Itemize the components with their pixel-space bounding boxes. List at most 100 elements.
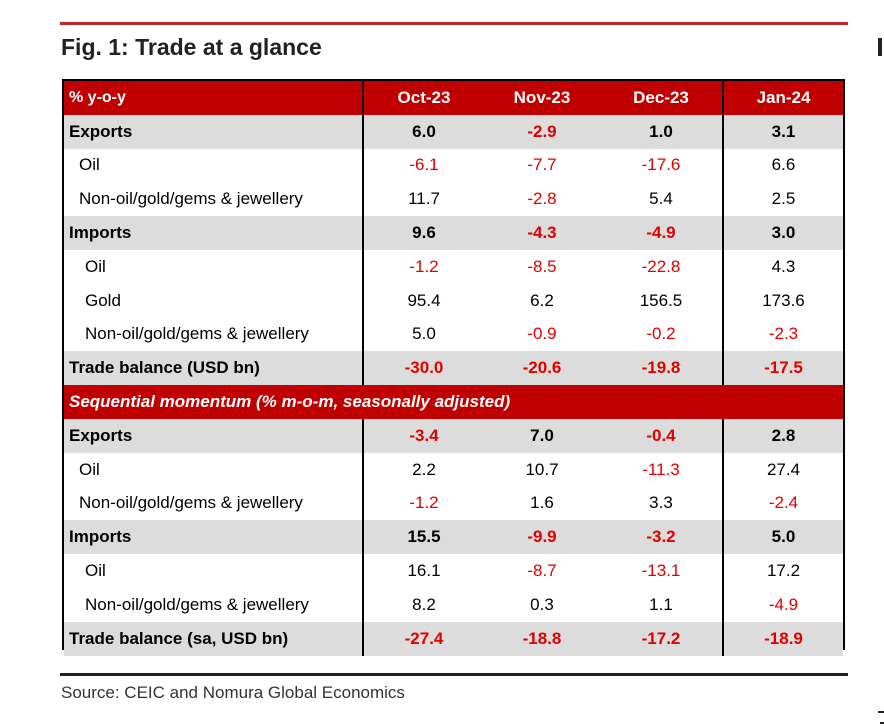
row-label: Gold xyxy=(85,290,121,310)
row-label: Exports xyxy=(64,114,363,149)
table-cell: -11.3 xyxy=(642,459,680,479)
section-header-row: Sequential momentum (% m-o-m, seasonally… xyxy=(64,385,843,419)
table-cell: 3.1 xyxy=(722,114,843,149)
table-row: Exports 6.0 -2.9 1.0 3.1 xyxy=(64,114,843,149)
table-row: Non-oil/gold/gems & jewellery 11.7 -2.8 … xyxy=(64,182,843,217)
table-row: Oil 16.1 -8.7 -13.1 17.2 xyxy=(64,554,843,588)
table-cell: -30.0 xyxy=(362,351,484,386)
row-label: Non-oil/gold/gems & jewellery xyxy=(79,493,303,513)
table-cell: -19.8 xyxy=(600,351,723,386)
table-cell: -4.3 xyxy=(484,216,600,250)
table-cell: -6.1 xyxy=(362,148,484,183)
table-cell: 2.2 xyxy=(362,452,484,487)
table-cell: 2.8 xyxy=(722,418,843,453)
table-cell: 5.4 xyxy=(649,189,673,209)
table-cell: -2.4 xyxy=(722,486,843,521)
table-cell: -7.7 xyxy=(527,155,557,175)
table-cell: -2.3 xyxy=(722,317,843,352)
table-cell: 0.3 xyxy=(530,594,554,614)
table-cell: 10.7 xyxy=(525,459,559,479)
row-label: Non-oil/gold/gems & jewellery xyxy=(85,324,309,344)
table-cell: 156.5 xyxy=(639,290,683,310)
top-rule xyxy=(60,22,848,25)
header-month: Dec-23 xyxy=(600,81,723,115)
table-cell: -9.9 xyxy=(484,520,600,555)
table-row: Oil -1.2 -8.5 -22.8 4.3 xyxy=(64,249,843,284)
table-cell: -18.8 xyxy=(484,621,600,656)
table-cell: -1.2 xyxy=(362,486,484,521)
table-cell: 3.0 xyxy=(722,216,843,250)
table-cell: 27.4 xyxy=(722,452,843,487)
table-cell: 5.0 xyxy=(722,520,843,555)
section-label: Sequential momentum (% m-o-m, seasonally… xyxy=(64,385,843,419)
table-cell: -17.6 xyxy=(641,155,681,175)
table-row: Imports 9.6 -4.3 -4.9 3.0 xyxy=(64,216,843,250)
table-cell: 1.1 xyxy=(649,594,673,614)
table-cell: -13.1 xyxy=(641,561,681,581)
table-cell: -4.9 xyxy=(600,216,723,250)
row-label: Oil xyxy=(79,155,100,175)
table-cell: 6.0 xyxy=(362,114,484,149)
table-cell: -0.2 xyxy=(646,324,676,344)
header-month: Jan-24 xyxy=(722,81,843,115)
table-cell: 16.1 xyxy=(362,554,484,588)
table-cell: 15.5 xyxy=(362,520,484,555)
row-label: Exports xyxy=(64,418,363,453)
header-label: % y-o-y xyxy=(64,81,363,115)
table-cell: -0.9 xyxy=(527,324,557,344)
table-cell: -17.5 xyxy=(722,351,843,386)
figure-title: Fig. 1: Trade at a glance xyxy=(61,34,322,60)
table-cell: 11.7 xyxy=(362,182,484,217)
table-row: Non-oil/gold/gems & jewellery -1.2 1.6 3… xyxy=(64,486,843,521)
table-cell: 3.3 xyxy=(649,493,673,513)
table-cell: 5.0 xyxy=(362,317,484,352)
table-cell: -27.4 xyxy=(362,621,484,656)
table-cell: -8.5 xyxy=(527,256,557,276)
table-row: Trade balance (USD bn) -30.0 -20.6 -19.8… xyxy=(64,351,843,386)
row-label: Oil xyxy=(85,561,106,581)
row-label: Trade balance (sa, USD bn) xyxy=(64,621,363,656)
table-row: Exports -3.4 7.0 -0.4 2.8 xyxy=(64,418,843,453)
table-cell: -4.9 xyxy=(722,587,843,622)
table-header-row: % y-o-y Oct-23 Nov-23 Dec-23 Jan-24 xyxy=(64,81,843,115)
table-cell: -18.9 xyxy=(722,621,843,656)
table-row: Gold 95.4 6.2 156.5 173.6 xyxy=(64,283,843,318)
table-cell: -3.2 xyxy=(600,520,723,555)
table-cell: -2.8 xyxy=(527,189,557,209)
header-month: Oct-23 xyxy=(362,81,484,115)
table-cell: 173.6 xyxy=(722,283,843,318)
table-cell: -17.2 xyxy=(600,621,723,656)
edge-tick xyxy=(878,711,884,713)
source-note: Source: CEIC and Nomura Global Economics xyxy=(61,683,405,702)
table-cell: -22.8 xyxy=(641,256,681,276)
edge-mark xyxy=(878,38,882,56)
table-cell: -8.7 xyxy=(527,561,557,581)
table-cell: 8.2 xyxy=(362,587,484,622)
table-cell: 17.2 xyxy=(722,554,843,588)
table-cell: 6.6 xyxy=(722,148,843,183)
table-row: Oil 2.2 10.7 -11.3 27.4 xyxy=(64,452,843,487)
trade-table: % y-o-y Oct-23 Nov-23 Dec-23 Jan-24 Expo… xyxy=(62,79,845,656)
table-cell: 1.0 xyxy=(600,114,723,149)
edge-tick xyxy=(880,722,884,724)
row-label: Trade balance (USD bn) xyxy=(64,351,363,386)
table-row: Non-oil/gold/gems & jewellery 5.0 -0.9 -… xyxy=(64,317,843,352)
table-row: Imports 15.5 -9.9 -3.2 5.0 xyxy=(64,520,843,555)
header-month: Nov-23 xyxy=(484,81,600,115)
table-row: Trade balance (sa, USD bn) -27.4 -18.8 -… xyxy=(64,621,843,656)
row-label: Non-oil/gold/gems & jewellery xyxy=(85,594,309,614)
row-label: Oil xyxy=(79,459,100,479)
table-row: Oil -6.1 -7.7 -17.6 6.6 xyxy=(64,148,843,183)
table-cell: -20.6 xyxy=(484,351,600,386)
table-cell: 2.5 xyxy=(722,182,843,217)
table-cell: -3.4 xyxy=(362,418,484,453)
table-cell: 1.6 xyxy=(530,493,554,513)
table-cell: -2.9 xyxy=(484,114,600,149)
table-cell: 4.3 xyxy=(722,249,843,284)
table-cell: -0.4 xyxy=(600,418,723,453)
table-cell: 6.2 xyxy=(530,290,554,310)
table-row: Non-oil/gold/gems & jewellery 8.2 0.3 1.… xyxy=(64,587,843,622)
row-label: Imports xyxy=(64,216,363,250)
table-cell: -1.2 xyxy=(362,249,484,284)
row-label: Oil xyxy=(85,256,106,276)
